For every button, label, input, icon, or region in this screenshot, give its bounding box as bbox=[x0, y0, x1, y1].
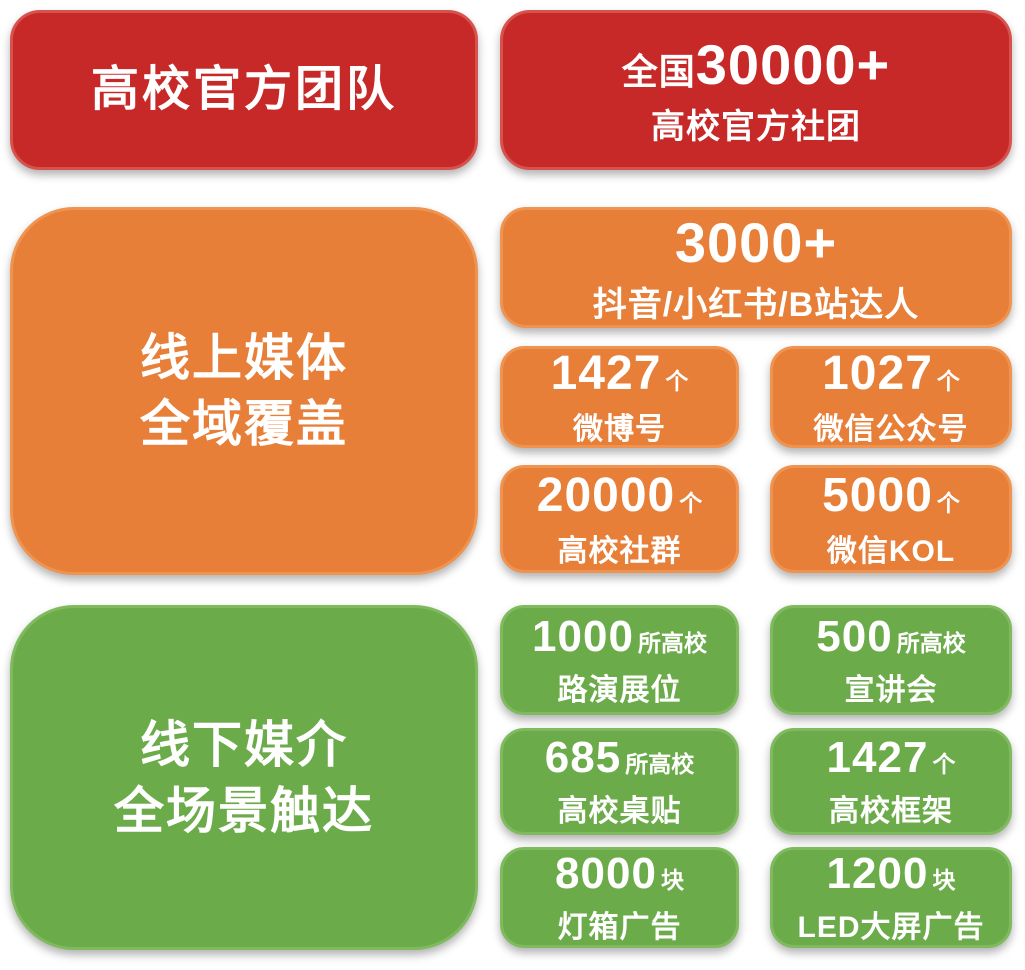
stat-number: 3000+ bbox=[674, 210, 838, 274]
stat-prefix: 全国 bbox=[621, 51, 696, 92]
stat-unit: 个 bbox=[936, 368, 960, 394]
online-media-title-line1: 线上媒体 bbox=[140, 330, 348, 386]
stat-number: 685 bbox=[544, 733, 622, 782]
official-team-title: 高校官方团队 bbox=[90, 62, 397, 116]
stat-card-weibo: 1427 个 微博号 bbox=[500, 346, 739, 448]
stat-unit: 个 bbox=[679, 490, 703, 516]
stat-card-campus-frame: 1427 个 高校框架 bbox=[770, 728, 1012, 835]
stat-number: 30000+ bbox=[695, 33, 891, 96]
stat-label: 路演展位 bbox=[557, 673, 682, 707]
stat-number: 20000 bbox=[536, 469, 676, 522]
stat-card-led-ads: 1200 块 LED大屏广告 bbox=[770, 847, 1012, 948]
offline-media-title-line1: 线下媒介 bbox=[140, 716, 348, 773]
stat-number: 5000 bbox=[822, 469, 933, 522]
stat-card-lightbox-ads: 8000 块 灯箱广告 bbox=[500, 847, 739, 948]
stat-unit: 所高校 bbox=[625, 751, 695, 777]
offline-media-title-box: 线下媒介 全场景触达 bbox=[10, 605, 478, 950]
official-team-title-box: 高校官方团队 bbox=[10, 10, 478, 170]
stat-number: 500 bbox=[816, 611, 893, 661]
stat-unit: 块 bbox=[660, 867, 684, 893]
stat-unit: 所高校 bbox=[896, 629, 966, 656]
stat-card-info-session: 500 所高校 宣讲会 bbox=[770, 605, 1012, 715]
stat-number: 1000 bbox=[532, 611, 634, 661]
online-media-title-line2: 全域覆盖 bbox=[140, 396, 348, 452]
stat-label: 高校桌贴 bbox=[557, 795, 682, 828]
stat-card-roadshow: 1000 所高校 路演展位 bbox=[500, 605, 739, 715]
stat-unit: 个 bbox=[665, 368, 689, 394]
stat-card-wechat-official: 1027 个 微信公众号 bbox=[770, 346, 1012, 448]
stat-label: 高校框架 bbox=[829, 795, 953, 828]
stat-label: 宣讲会 bbox=[844, 673, 938, 707]
stat-label: 抖音/小红书/B站达人 bbox=[592, 285, 920, 324]
stat-card-desk-sticker: 685 所高校 高校桌贴 bbox=[500, 728, 739, 835]
stat-unit: 块 bbox=[932, 867, 956, 893]
stat-card-campus-groups: 20000 个 高校社群 bbox=[500, 465, 739, 573]
stat-number: 1427 bbox=[826, 733, 929, 782]
stat-card-wechat-kol: 5000 个 微信KOL bbox=[770, 465, 1012, 573]
stat-label: 高校官方社团 bbox=[651, 108, 861, 146]
offline-media-title-line2: 全场景触达 bbox=[114, 782, 374, 839]
stat-label: 灯箱广告 bbox=[557, 911, 682, 944]
online-media-title-box: 线上媒体 全域覆盖 bbox=[10, 207, 478, 575]
stat-unit: 所高校 bbox=[637, 629, 707, 656]
stat-label: 微博号 bbox=[573, 413, 666, 446]
stat-number: 1027 bbox=[822, 347, 933, 400]
online-talent-stat-card: 3000+ 抖音/小红书/B站达人 bbox=[500, 207, 1012, 328]
stat-number: 8000 bbox=[555, 849, 657, 898]
stat-label: 微信公众号 bbox=[813, 413, 969, 446]
official-team-stat-card: 全国 30000+ 高校官方社团 bbox=[500, 10, 1012, 170]
stat-number: 1200 bbox=[826, 849, 929, 898]
stat-label: 微信KOL bbox=[826, 535, 956, 568]
official-team-stat-number-line: 全国 30000+ bbox=[622, 32, 890, 97]
stat-unit: 个 bbox=[932, 751, 956, 777]
stat-number: 1427 bbox=[550, 347, 662, 400]
stat-label: 高校社群 bbox=[557, 535, 682, 568]
stat-label: LED大屏广告 bbox=[797, 911, 985, 944]
stat-unit: 个 bbox=[936, 490, 960, 516]
